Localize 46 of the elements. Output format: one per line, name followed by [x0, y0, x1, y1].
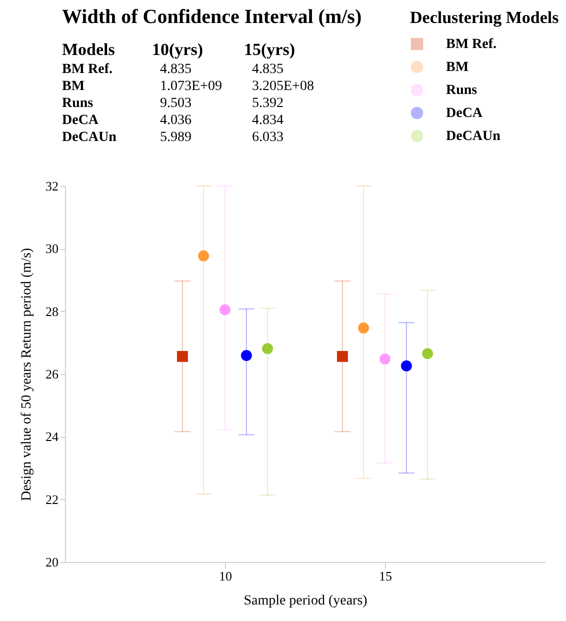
text: DeCAUn: [62, 129, 118, 146]
text: 10(yrs): [152, 39, 204, 61]
text: Models: [62, 39, 116, 61]
x-tick-label: 10: [219, 568, 232, 584]
text: Runs: [62, 95, 94, 112]
y-tick-label: 26: [46, 366, 59, 382]
point: [422, 348, 434, 360]
y-tick-label: 30: [46, 241, 58, 256]
legend-label: DeCA: [446, 106, 484, 121]
text: BM: [62, 78, 86, 95]
text: 5.989: [159, 129, 192, 146]
text: 1.073E+09: [159, 78, 223, 95]
text: DeCA: [62, 112, 100, 129]
legend-label: Runs: [446, 83, 478, 98]
point: [176, 350, 188, 362]
point: [336, 350, 348, 362]
y-tick-label: 22: [46, 492, 58, 507]
text: BM Ref.: [62, 61, 114, 78]
point: [358, 322, 370, 334]
text: Width of Confidence Interval (m/s): [62, 6, 362, 29]
legend-label: BM Ref.: [446, 37, 497, 52]
point: [240, 350, 252, 361]
point: [400, 360, 412, 372]
x-tick-label: 15: [379, 568, 392, 584]
point: [198, 250, 210, 262]
point: [220, 304, 230, 316]
legend-label: DeCAUn: [446, 129, 501, 144]
text: 5.392: [251, 95, 284, 112]
text: 4.835: [251, 61, 284, 78]
point: [380, 353, 390, 364]
text: 6.033: [251, 129, 284, 146]
y-tick-label: 24: [46, 429, 59, 444]
legend-label: BM: [446, 60, 469, 75]
y-axis-title: Design value of 50 years Return period (m/s): [20, 248, 34, 502]
text: 4.036: [159, 112, 192, 129]
text: 4.834: [251, 112, 284, 129]
point: [262, 343, 274, 354]
text: 3.205E+08: [251, 78, 315, 95]
y-tick-label: 32: [46, 178, 58, 194]
text: 15(yrs): [244, 39, 296, 61]
y-tick-label: 28: [46, 304, 58, 319]
legend-title: Declustering Models: [410, 8, 560, 27]
y-tick-label: 20: [46, 554, 58, 570]
text: 9.503: [159, 95, 192, 112]
x-axis-title: Sample period (years): [244, 594, 368, 608]
text: 4.835: [159, 61, 192, 78]
